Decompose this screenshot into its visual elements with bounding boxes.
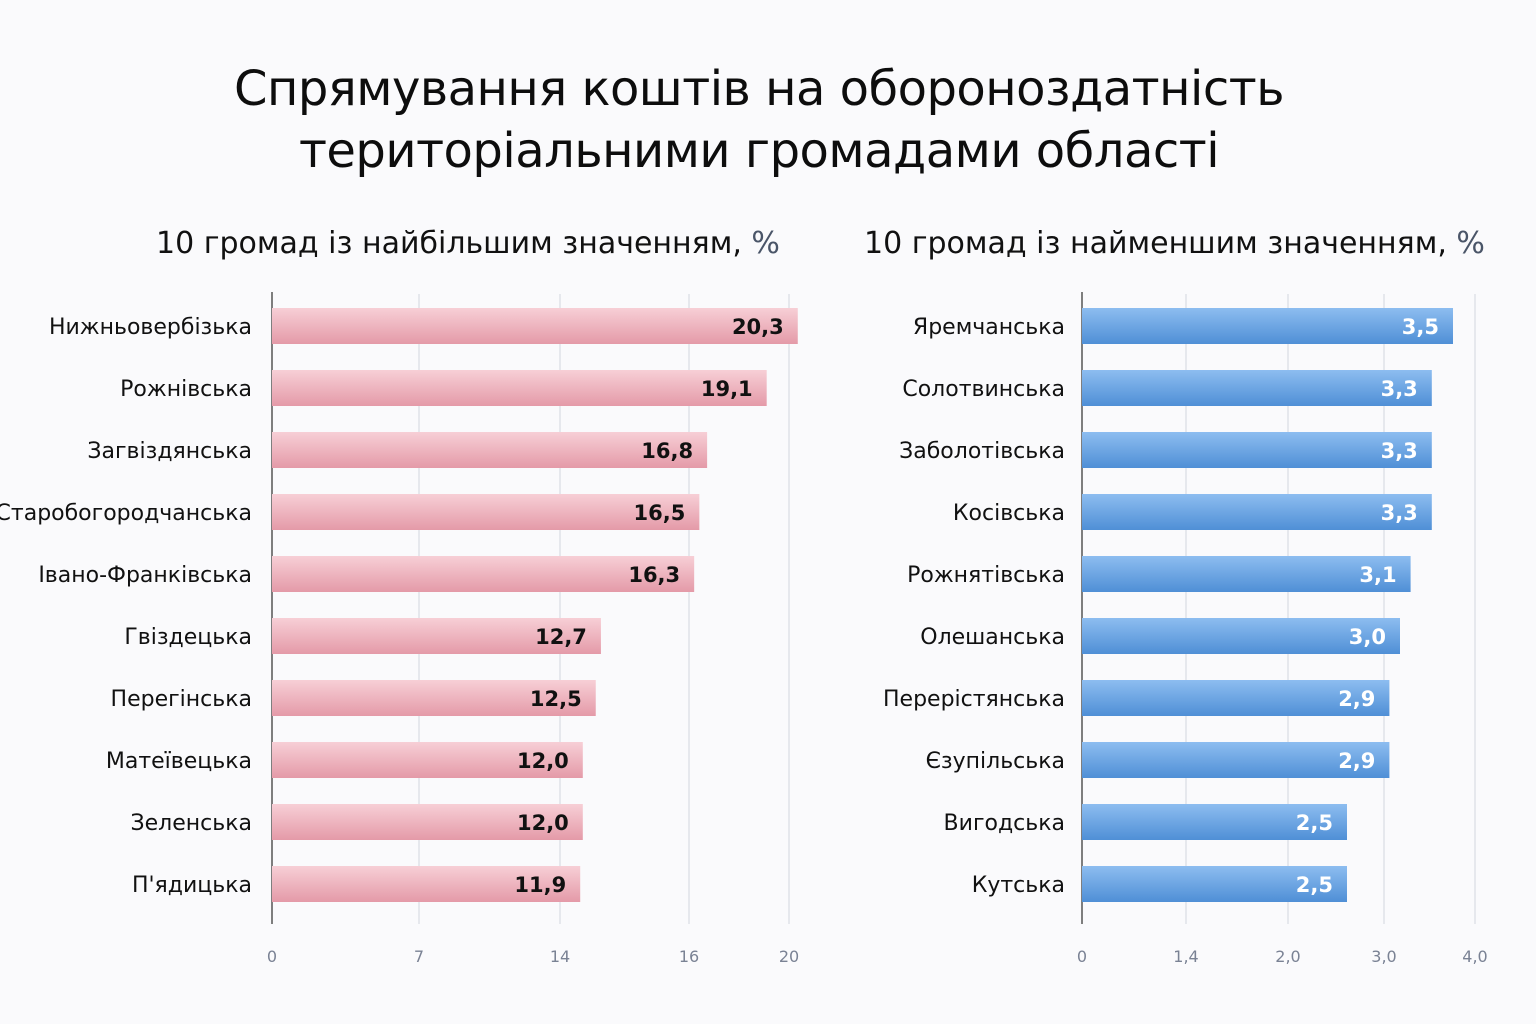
right-bar [1082,618,1400,654]
right-subtitle-text: 10 громад із найменшим значенням, [864,226,1457,261]
right-category-label: Заболотівська [899,439,1065,464]
left-bar [272,742,583,778]
right-bar [1082,742,1390,778]
right-bar [1082,804,1347,840]
left-category-label: Нижньовербізька [49,315,252,340]
left-tick-label: 20 [779,947,799,966]
left-tick-label: 14 [550,947,570,966]
right-tick-label: 3,0 [1371,947,1396,966]
right-category-label: Єзупільська [926,749,1065,774]
left-bar [272,804,583,840]
left-category-label: Старобогородчанська [0,501,252,526]
left-value-label: 11,9 [514,873,566,897]
left-bar [272,308,798,344]
left-tick-label: 16 [679,947,699,966]
right-category-label: Косівська [953,501,1065,526]
left-category-label: Матеївецька [106,749,252,774]
left-value-label: 19,1 [701,377,753,401]
right-bar [1082,370,1432,406]
left-tick-label: 0 [267,947,277,966]
left-bar [272,494,700,530]
left-category-label: Зеленська [131,811,252,836]
left-bar-chart: 0 7 14 16 20 Нижньовербізька 20,3 Рожнівська 19,… [0,292,799,966]
right-category-label: Яремчанська [913,315,1065,340]
right-value-label: 3,1 [1359,563,1396,587]
right-tick-label: 4,0 [1462,947,1487,966]
right-bar [1082,308,1453,344]
left-category-label: П'ядицька [132,873,252,898]
right-category-label: Перерістянська [883,687,1065,712]
left-value-label: 12,5 [530,687,582,711]
left-chart-subtitle: 10 громад із найбільшим значенням, % [156,226,780,261]
chart-title: Спрямування коштів на обороноздатність т… [0,58,1518,182]
right-tick-label: 1,4 [1173,947,1198,966]
right-category-label: Вигодська [944,811,1065,836]
left-category-label: Гвіздецька [124,625,252,650]
chart-title-line-2: територіальними громадами області [298,123,1220,179]
right-value-label: 3,3 [1381,377,1418,401]
right-value-label: 3,0 [1349,625,1386,649]
left-value-label: 12,0 [517,749,569,773]
right-tick-label: 0 [1077,947,1087,966]
left-value-label: 16,8 [641,439,693,463]
left-value-label: 16,3 [628,563,680,587]
right-subtitle-unit: % [1456,226,1485,261]
left-value-label: 12,7 [535,625,587,649]
right-chart-subtitle: 10 громад із найменшим значенням, % [864,226,1485,261]
right-value-label: 2,9 [1338,687,1375,711]
left-subtitle-unit: % [751,226,780,261]
right-category-label: Кутська [972,873,1065,898]
right-bar [1082,432,1432,468]
right-category-label: Солотвинська [902,377,1065,402]
right-category-label: Олешанська [920,625,1065,650]
left-value-label: 16,5 [634,501,686,525]
left-bar [272,370,767,406]
left-category-label: Рожнівська [120,377,252,402]
right-bar [1082,866,1347,902]
right-value-label: 2,5 [1296,873,1333,897]
left-bar [272,680,596,716]
right-value-label: 2,9 [1338,749,1375,773]
right-bar [1082,556,1411,592]
right-tick-label: 2,0 [1275,947,1300,966]
right-value-label: 3,3 [1381,501,1418,525]
left-bar [272,618,601,654]
chart-title-line-1: Спрямування коштів на обороноздатність [233,61,1285,117]
right-bar [1082,680,1390,716]
left-value-label: 20,3 [732,315,784,339]
left-tick-label: 7 [414,947,424,966]
left-subtitle-text: 10 громад із найбільшим значенням, [156,226,752,261]
left-bar [272,432,708,468]
left-value-label: 12,0 [517,811,569,835]
left-bar [272,866,581,902]
right-category-label: Рожнятівська [907,563,1065,588]
right-value-label: 3,3 [1381,439,1418,463]
left-category-label: Перегінська [111,687,252,712]
right-bar-chart: 0 1,4 2,0 3,0 4,0 Яремчанська 3,5 Солотвинська 3… [883,292,1488,966]
right-value-label: 2,5 [1296,811,1333,835]
right-bar [1082,494,1432,530]
left-bar [272,556,695,592]
right-value-label: 3,5 [1402,315,1439,339]
left-category-label: Загвіздянська [87,439,252,464]
left-category-label: Івано-Франківська [38,563,252,588]
